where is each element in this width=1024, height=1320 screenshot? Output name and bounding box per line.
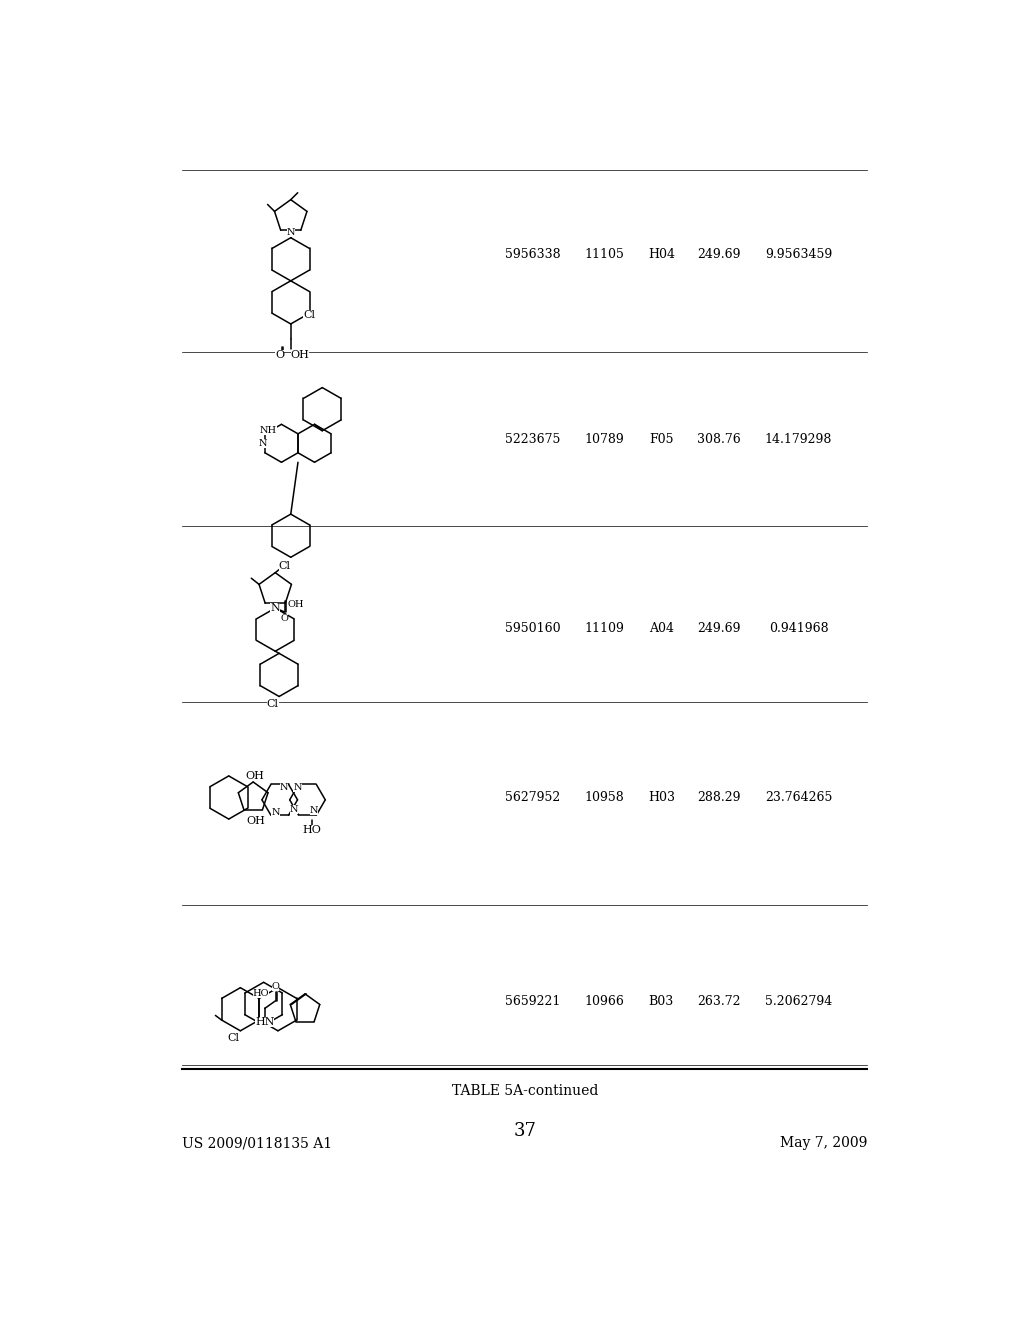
Text: N: N	[280, 783, 289, 792]
Text: Cl: Cl	[228, 1034, 240, 1043]
Text: 37: 37	[513, 1122, 537, 1140]
Text: N: N	[271, 808, 280, 817]
Text: Cl: Cl	[303, 310, 315, 321]
Text: OH: OH	[247, 816, 266, 826]
Text: 14.179298: 14.179298	[765, 433, 833, 446]
Text: HN: HN	[255, 1016, 274, 1027]
Text: 11105: 11105	[585, 248, 624, 261]
Text: 249.69: 249.69	[697, 248, 741, 261]
Text: A04: A04	[649, 622, 674, 635]
Text: 5.2062794: 5.2062794	[765, 995, 833, 1008]
Text: 5223675: 5223675	[505, 433, 560, 446]
Text: US 2009/0118135 A1: US 2009/0118135 A1	[182, 1137, 333, 1150]
Text: 308.76: 308.76	[697, 433, 741, 446]
Text: 9.9563459: 9.9563459	[765, 248, 833, 261]
Text: OH: OH	[246, 771, 264, 780]
Text: Cl: Cl	[266, 700, 279, 709]
Text: HO: HO	[253, 989, 269, 998]
Text: Cl: Cl	[279, 561, 291, 570]
Text: B03: B03	[648, 995, 674, 1008]
Text: H03: H03	[648, 791, 675, 804]
Text: N: N	[290, 805, 298, 814]
Text: N: N	[287, 227, 295, 236]
Text: 10966: 10966	[585, 995, 624, 1008]
Text: 249.69: 249.69	[697, 622, 741, 635]
Text: OH: OH	[291, 350, 309, 360]
Text: O: O	[271, 982, 280, 991]
Text: 0.941968: 0.941968	[769, 622, 828, 635]
Text: N: N	[270, 603, 281, 612]
Text: 5950160: 5950160	[505, 622, 560, 635]
Text: OH: OH	[288, 599, 304, 609]
Text: N: N	[294, 783, 302, 792]
Text: HO: HO	[302, 825, 322, 836]
Text: 263.72: 263.72	[697, 995, 741, 1008]
Text: O: O	[281, 614, 289, 623]
Text: O: O	[275, 350, 285, 360]
Text: 10958: 10958	[585, 791, 624, 804]
Text: N: N	[309, 807, 318, 814]
Text: H04: H04	[648, 248, 675, 261]
Text: F05: F05	[649, 433, 674, 446]
Text: 10789: 10789	[585, 433, 624, 446]
Text: TABLE 5A-continued: TABLE 5A-continued	[452, 1084, 598, 1098]
Text: N: N	[258, 438, 266, 447]
Text: 5627952: 5627952	[505, 791, 560, 804]
Text: 5659221: 5659221	[505, 995, 560, 1008]
Text: 23.764265: 23.764265	[765, 791, 833, 804]
Text: 288.29: 288.29	[697, 791, 741, 804]
Text: 5956338: 5956338	[505, 248, 560, 261]
Text: NH: NH	[259, 425, 276, 434]
Text: May 7, 2009: May 7, 2009	[780, 1137, 867, 1150]
Text: 11109: 11109	[585, 622, 624, 635]
